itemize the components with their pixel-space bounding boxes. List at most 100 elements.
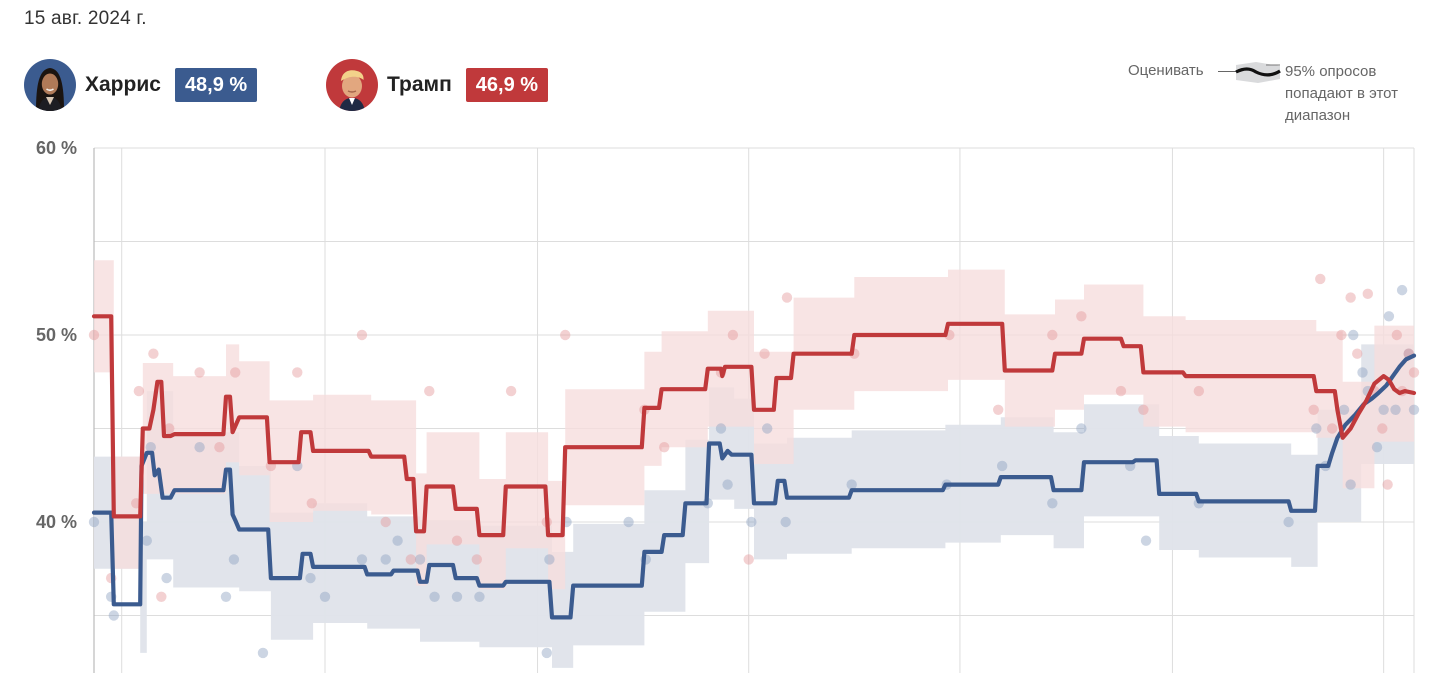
trump-poll-dot — [1345, 292, 1356, 303]
harris-poll-dot — [141, 535, 152, 546]
trump-poll-dot — [1308, 404, 1319, 415]
candidate-trump: Трамп 46,9 % — [326, 57, 549, 113]
trump-poll-dot — [1391, 329, 1403, 341]
trend-lines — [91, 314, 1417, 620]
harris-poll-dot — [108, 610, 120, 621]
harris-poll-dot — [392, 535, 403, 546]
trump-poll-dot — [306, 498, 317, 509]
trump-poll-dot — [759, 348, 770, 359]
trump-poll-dot — [471, 554, 482, 565]
trump-poll-dot — [560, 329, 571, 341]
legend-band-swatch-icon — [1235, 62, 1281, 83]
harris-poll-dot — [780, 516, 791, 528]
trump-poll-dot — [230, 367, 241, 378]
harris-poll-dot — [1047, 498, 1058, 509]
harris-poll-dot — [88, 516, 100, 528]
trump-poll-dot — [194, 367, 205, 378]
candidate-harris: Харрис 48,9 % — [24, 57, 258, 113]
trump-poll-dot — [1326, 423, 1338, 434]
trump-trend-line — [91, 314, 1417, 538]
trump-poll-dot — [781, 292, 793, 303]
trump-poll-dot — [1193, 385, 1205, 397]
trump-poll-dot — [1408, 367, 1420, 378]
harris-trend-line — [91, 353, 1417, 620]
harris-poll-dot — [1076, 423, 1087, 434]
harris-poll-dot — [1371, 442, 1383, 453]
harris-poll-dot — [1283, 516, 1294, 528]
trump-poll-dot — [505, 385, 517, 397]
candidate-percent-badge: 48,9 % — [174, 68, 258, 102]
trump-poll-dot — [993, 404, 1004, 415]
y-tick-label: 60 % — [36, 138, 77, 158]
harris-poll-dot — [1408, 404, 1420, 415]
trump-poll-dot — [405, 554, 416, 565]
trump-poll-dot — [1352, 348, 1363, 359]
trump-poll-dot — [156, 591, 167, 602]
trump-poll-dot — [148, 348, 159, 359]
trump-poll-dot — [133, 385, 145, 397]
harris-poll-dot — [429, 591, 440, 602]
harris-poll-dot — [1357, 367, 1368, 378]
trump-poll-dot — [1377, 423, 1388, 434]
harris-poll-dot — [762, 423, 773, 434]
harris-poll-dot — [356, 554, 368, 565]
candidate-name: Харрис — [85, 73, 161, 96]
trump-poll-dot — [1362, 288, 1374, 300]
harris-poll-dot — [1345, 479, 1356, 490]
trump-poll-dot — [1115, 385, 1127, 397]
harris-poll-dot — [746, 516, 757, 528]
harris-poll-dot — [541, 647, 552, 659]
trump-poll-dot — [1138, 404, 1149, 415]
y-tick-label: 40 % — [36, 512, 77, 532]
legend-range-label: 95% опросов попадают в этот диапазон — [1285, 63, 1399, 124]
harris-poll-dot — [451, 591, 463, 602]
trump-portrait-icon — [326, 59, 378, 111]
harris-poll-dot — [1140, 535, 1152, 546]
y-tick-label: 50 % — [36, 325, 77, 345]
candidate-name: Трамп — [387, 73, 452, 96]
trump-poll-dot — [88, 329, 100, 341]
harris-poll-dot — [623, 516, 634, 528]
harris-poll-dot — [474, 591, 485, 602]
trump-poll-dot — [1315, 273, 1326, 285]
harris-poll-dot — [1311, 423, 1322, 434]
harris-poll-dot — [305, 572, 316, 584]
harris-poll-dot — [1383, 311, 1395, 322]
legend-estimate-leader — [1218, 71, 1236, 72]
trump-poll-dot — [356, 329, 368, 341]
harris-poll-dot — [257, 647, 269, 659]
harris-poll-dot — [194, 442, 205, 453]
harris-poll-dot — [715, 423, 727, 434]
harris-portrait-icon — [24, 59, 76, 111]
trump-poll-dot — [164, 423, 175, 434]
legend-estimate-label: Оценивать — [1128, 62, 1204, 79]
trump-poll-dot — [1047, 329, 1058, 341]
trump-poll-dot — [292, 367, 303, 378]
candidate-percent-badge: 46,9 % — [465, 68, 549, 102]
harris-poll-dot — [722, 479, 733, 490]
harris-poll-dot — [544, 554, 555, 565]
poll-dots — [88, 273, 1420, 659]
trump-poll-dot — [659, 442, 670, 453]
trump-poll-dot — [727, 329, 739, 341]
harris-poll-dot — [1396, 284, 1408, 296]
harris-poll-dot — [1378, 404, 1389, 415]
trump-poll-dot — [1076, 311, 1087, 322]
trump-poll-dot — [1336, 329, 1347, 341]
trump-poll-dot — [214, 442, 225, 453]
trump-poll-dot — [1382, 479, 1393, 490]
harris-poll-dot — [228, 554, 240, 565]
harris-poll-dot — [414, 554, 426, 565]
harris-poll-dot — [996, 460, 1008, 472]
harris-poll-dot — [220, 591, 232, 602]
harris-poll-dot — [145, 442, 156, 453]
harris-poll-dot — [846, 479, 857, 490]
harris-poll-dot — [161, 572, 172, 584]
harris-poll-dot — [1338, 404, 1350, 415]
trump-poll-dot — [451, 535, 463, 546]
harris-poll-dot — [1390, 404, 1401, 415]
harris-poll-dot — [380, 554, 391, 565]
harris-poll-dot — [1348, 329, 1359, 341]
trump-poll-dot — [380, 516, 391, 528]
